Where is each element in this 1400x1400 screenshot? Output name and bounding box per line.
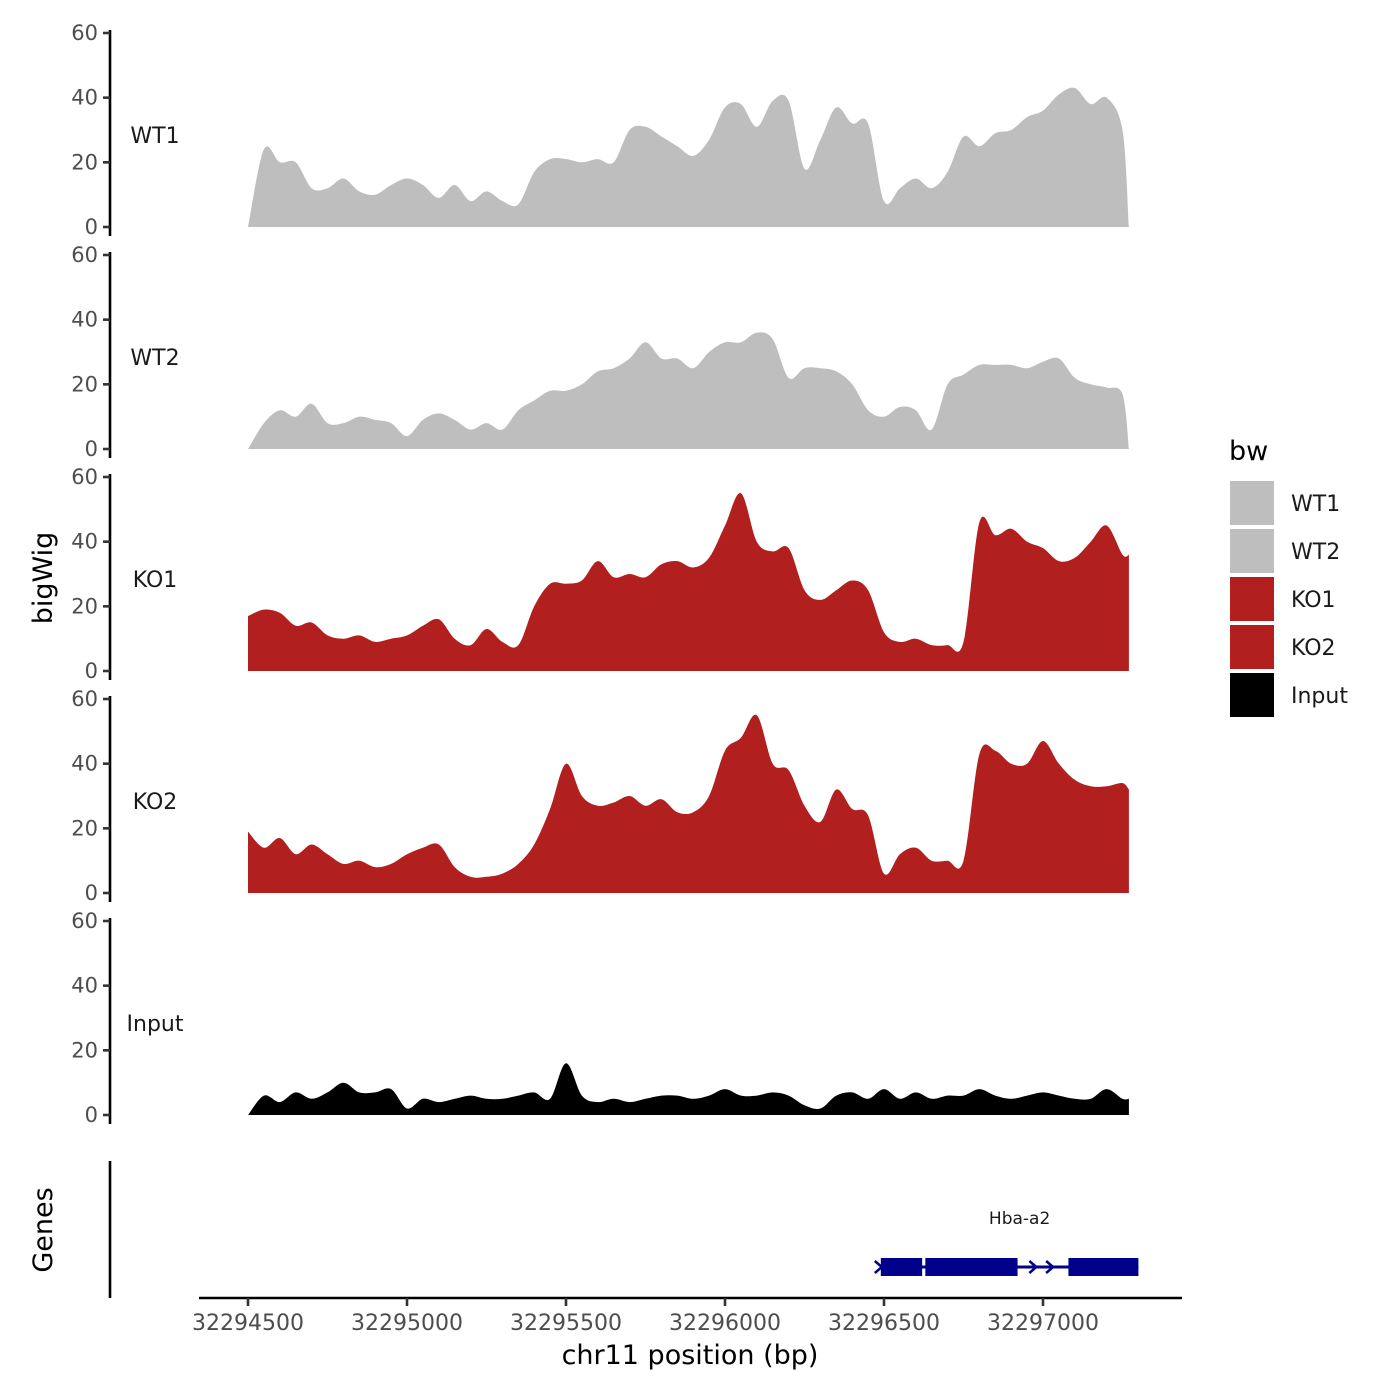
legend-item-ko1: KO1 xyxy=(1230,577,1336,621)
legend-swatch xyxy=(1230,529,1274,573)
x-tick-label: 32297000 xyxy=(987,1311,1099,1336)
x-tick-label: 32294500 xyxy=(192,1311,304,1336)
y-tick-label: 60 xyxy=(71,243,98,267)
legend-label: KO2 xyxy=(1291,636,1336,661)
signal-area-wt1 xyxy=(248,87,1129,228)
y-tick-label: 20 xyxy=(71,150,98,174)
signal-area-wt2 xyxy=(248,332,1129,449)
y-tick-label: 0 xyxy=(85,215,98,239)
strand-arrow xyxy=(1028,1260,1039,1274)
y-tick-label: 40 xyxy=(71,308,98,332)
y-tick-label: 20 xyxy=(71,1038,98,1062)
track-label: KO1 xyxy=(133,568,178,593)
y-tick-label: 40 xyxy=(71,974,98,998)
legend-label: WT2 xyxy=(1291,540,1340,565)
y-axis-title: bigWig xyxy=(28,532,59,625)
gene-exon xyxy=(1068,1258,1139,1276)
genes-axis-title: Genes xyxy=(28,1187,59,1272)
y-tick-label: 40 xyxy=(71,86,98,110)
legend-title: bw xyxy=(1229,436,1268,467)
track-wt1: 0 20 40 60 WT1 xyxy=(71,21,1129,239)
y-tick-label: 60 xyxy=(71,21,98,45)
signal-area-input xyxy=(248,1063,1129,1115)
y-tick-label: 0 xyxy=(85,881,98,905)
y-tick-label: 0 xyxy=(85,437,98,461)
x-tick-label: 32296500 xyxy=(828,1311,940,1336)
legend-swatch xyxy=(1230,577,1274,621)
gene-exon xyxy=(925,1258,1018,1276)
y-tick-label: 40 xyxy=(71,530,98,554)
legend-item-wt2: WT2 xyxy=(1230,529,1340,573)
x-axis-title: chr11 position (bp) xyxy=(562,1340,819,1371)
gene-hba-a2: Hba-a2 xyxy=(874,1209,1139,1276)
track-wt2: 0 20 40 60 WT2 xyxy=(71,243,1129,461)
legend-label: Input xyxy=(1291,684,1348,709)
y-tick-label: 20 xyxy=(71,816,98,840)
track-label: WT2 xyxy=(130,346,179,371)
track-input: 0 20 40 60 Input xyxy=(71,909,1129,1127)
legend: bw WT1 WT2 KO1 KO2 Input xyxy=(1229,436,1348,717)
x-tick-label: 32295500 xyxy=(510,1311,622,1336)
track-label: KO2 xyxy=(133,790,178,815)
legend-item-wt1: WT1 xyxy=(1230,481,1340,525)
legend-swatch xyxy=(1230,673,1274,717)
legend-swatch xyxy=(1230,481,1274,525)
track-ko2: 0 20 40 60 KO2 xyxy=(71,687,1129,905)
x-tick-label: 32295000 xyxy=(351,1311,463,1336)
y-tick-label: 20 xyxy=(71,372,98,396)
track-label: WT1 xyxy=(130,124,179,149)
signal-area-ko1 xyxy=(248,492,1129,671)
strand-arrow xyxy=(874,1260,884,1274)
track-label: Input xyxy=(127,1012,184,1037)
legend-item-ko2: KO2 xyxy=(1230,625,1336,669)
strand-arrow xyxy=(1045,1260,1056,1274)
x-tick-label: 32296000 xyxy=(669,1311,781,1336)
legend-label: KO1 xyxy=(1291,588,1336,613)
y-tick-label: 20 xyxy=(71,594,98,618)
y-tick-label: 0 xyxy=(85,659,98,683)
y-tick-label: 60 xyxy=(71,465,98,489)
y-tick-label: 0 xyxy=(85,1103,98,1127)
y-tick-label: 40 xyxy=(71,752,98,776)
legend-label: WT1 xyxy=(1291,492,1340,517)
gene-exon xyxy=(880,1258,923,1276)
signal-area-ko2 xyxy=(248,714,1129,893)
track-ko1: 0 20 40 60 KO1 xyxy=(71,465,1129,683)
x-axis: 32294500 32295000 32295500 32296000 32296500… xyxy=(192,1296,1182,1336)
legend-item-input: Input xyxy=(1230,673,1348,717)
y-tick-label: 60 xyxy=(71,687,98,711)
gene-panel: Hba-a2 xyxy=(108,1161,1139,1298)
y-tick-label: 60 xyxy=(71,909,98,933)
signal-tracks: 0 20 40 60 WT1 0 20 40 60 WT2 0 20 40 60 KO1 0 20 40 60 KO2… xyxy=(71,21,1129,1127)
legend-swatch xyxy=(1230,625,1274,669)
gene-label: Hba-a2 xyxy=(989,1209,1050,1229)
